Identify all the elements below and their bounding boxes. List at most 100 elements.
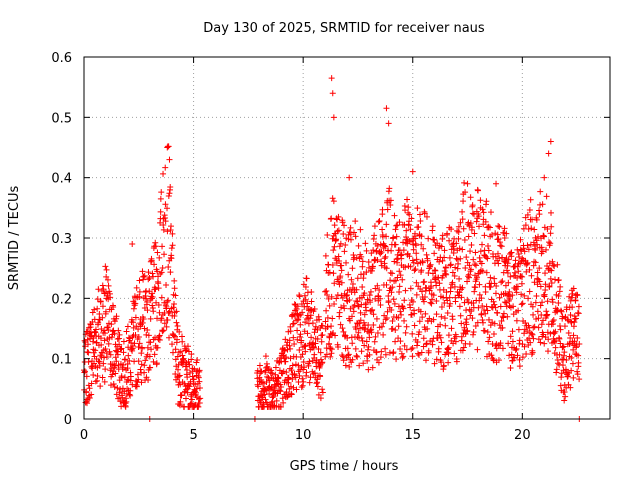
data-point xyxy=(180,355,187,362)
data-point xyxy=(488,352,495,359)
data-point xyxy=(561,349,568,356)
data-point xyxy=(547,240,554,247)
data-point xyxy=(149,302,156,309)
data-point xyxy=(266,390,273,397)
data-point xyxy=(273,397,280,404)
data-point xyxy=(376,287,383,294)
data-point xyxy=(99,282,106,289)
data-point xyxy=(420,335,427,342)
data-point xyxy=(346,297,353,304)
data-point xyxy=(571,319,578,326)
data-point xyxy=(396,283,403,290)
data-point xyxy=(418,349,425,356)
data-point xyxy=(390,234,397,241)
data-point xyxy=(531,258,538,265)
data-point xyxy=(123,328,130,335)
data-point xyxy=(453,358,460,365)
data-point xyxy=(81,337,88,344)
data-point xyxy=(413,291,420,298)
data-point xyxy=(428,283,435,290)
data-point xyxy=(457,312,464,319)
data-point xyxy=(414,339,421,346)
data-point xyxy=(559,362,566,369)
data-point xyxy=(523,351,530,357)
data-point xyxy=(138,350,145,357)
data-point xyxy=(457,219,464,226)
data-point xyxy=(549,299,556,306)
data-point-spike xyxy=(464,180,471,187)
data-point xyxy=(317,395,324,402)
data-point xyxy=(462,189,469,196)
data-point xyxy=(408,346,415,353)
data-point xyxy=(287,328,294,335)
data-point xyxy=(492,230,499,237)
data-point xyxy=(171,285,178,292)
data-point xyxy=(258,376,265,383)
data-point xyxy=(395,314,402,321)
data-point xyxy=(197,395,204,402)
data-point xyxy=(544,298,551,305)
data-point xyxy=(567,384,574,391)
data-point xyxy=(576,341,583,348)
data-point xyxy=(533,216,540,223)
data-point xyxy=(404,196,411,203)
data-point xyxy=(323,288,330,295)
data-point xyxy=(507,333,514,340)
data-point xyxy=(532,247,539,254)
data-point xyxy=(326,302,333,309)
data-point xyxy=(344,292,351,299)
data-point xyxy=(125,344,132,351)
data-point xyxy=(315,346,322,353)
data-point xyxy=(161,251,168,258)
data-point xyxy=(135,358,142,365)
data-point xyxy=(309,357,316,364)
data-point xyxy=(427,261,434,268)
data-point xyxy=(120,338,127,345)
data-point xyxy=(422,310,429,317)
data-point xyxy=(407,226,414,233)
data-point xyxy=(496,223,503,230)
data-point xyxy=(173,308,180,315)
data-point xyxy=(353,286,360,293)
data-point xyxy=(163,282,170,289)
data-point xyxy=(401,342,408,349)
data-point xyxy=(480,319,487,326)
data-point xyxy=(148,346,155,353)
data-point xyxy=(506,352,513,359)
data-point xyxy=(90,372,97,379)
data-point xyxy=(545,336,552,343)
data-point xyxy=(544,311,551,318)
data-point xyxy=(280,348,287,355)
data-point xyxy=(147,339,154,346)
data-point xyxy=(414,205,421,212)
data-point xyxy=(196,385,203,392)
data-point xyxy=(183,366,190,373)
data-point xyxy=(339,325,346,332)
data-point xyxy=(483,303,490,310)
data-point xyxy=(352,345,359,352)
data-point xyxy=(486,224,493,231)
data-point xyxy=(491,320,498,327)
data-point xyxy=(433,282,440,289)
data-point xyxy=(348,236,355,243)
data-point xyxy=(396,288,403,295)
data-point xyxy=(574,335,581,342)
data-point xyxy=(174,336,181,343)
data-point xyxy=(162,215,169,222)
data-point xyxy=(182,395,189,402)
data-point xyxy=(262,386,269,393)
data-point xyxy=(540,292,547,299)
data-point xyxy=(425,269,432,276)
data-point xyxy=(535,336,542,343)
data-point xyxy=(570,332,577,339)
data-point xyxy=(569,360,576,367)
data-point xyxy=(527,196,534,203)
data-point xyxy=(535,315,542,322)
data-point xyxy=(112,362,119,369)
data-point xyxy=(314,376,321,383)
data-point xyxy=(375,359,382,366)
data-point xyxy=(422,357,429,364)
data-point xyxy=(443,289,450,296)
data-point xyxy=(312,323,319,330)
data-point xyxy=(363,338,370,345)
